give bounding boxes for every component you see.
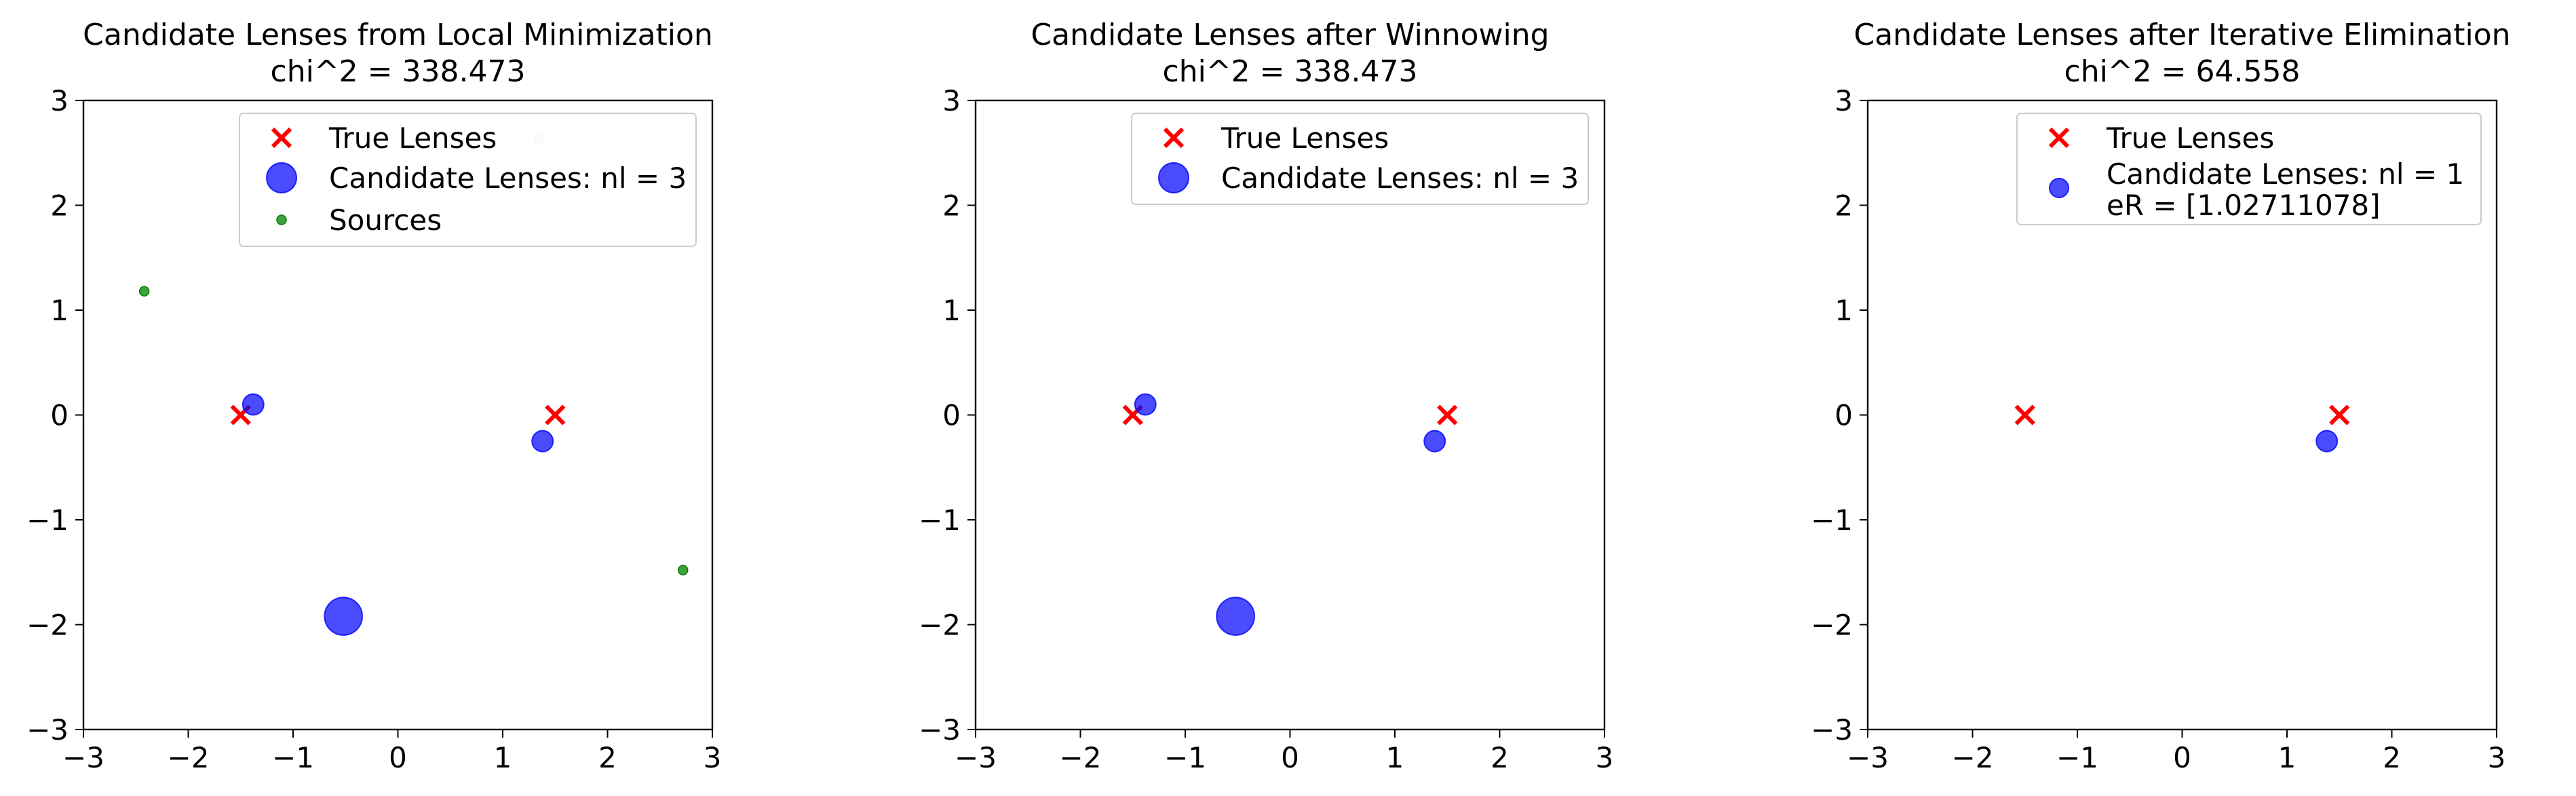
- chart-title: Candidate Lenses from Local Minimization: [83, 18, 713, 52]
- true-lens-marker-stroke-b: [2014, 404, 2035, 425]
- y-tick-label: 3: [942, 84, 961, 117]
- plot-panel-1: Candidate Lenses from Local Minimization…: [26, 18, 721, 774]
- candidate-lens-marker: [2315, 430, 2339, 453]
- chart-title: Candidate Lenses after Winnowing: [1031, 18, 1549, 52]
- x-tick-label: 3: [704, 741, 722, 774]
- true-lens-marker-stroke-b: [1437, 404, 1458, 425]
- true-lens-marker-stroke-b: [545, 404, 566, 425]
- legend-label: Candidate Lenses: nl = 3: [329, 162, 687, 195]
- x-tick-label: −2: [1952, 741, 1994, 774]
- true-lens-marker-stroke-b: [2329, 404, 2350, 425]
- legend-label: True Lenses: [1220, 121, 1389, 155]
- true-lens-marker: [545, 404, 566, 425]
- x-tick-label: −1: [2056, 741, 2098, 774]
- y-tick-label: −1: [919, 504, 961, 537]
- x-tick-label: −3: [62, 741, 104, 774]
- legend-marker-stroke-b: [1163, 127, 1185, 149]
- x-tick-label: 3: [2488, 741, 2506, 774]
- candidate-lens-marker: [242, 393, 265, 416]
- chart-subtitle: chi^2 = 338.473: [271, 54, 526, 89]
- x-tick-label: −2: [1060, 741, 1102, 774]
- y-tick-label: 0: [1834, 399, 1853, 432]
- x-tick-label: −2: [168, 741, 210, 774]
- chart-title: Candidate Lenses after Iterative Elimina…: [1854, 18, 2511, 52]
- candidate-lens-marker: [1216, 596, 1255, 636]
- legend-box: [239, 113, 697, 247]
- true-lens-marker: [2014, 404, 2035, 425]
- x-tick-label: 1: [494, 741, 512, 774]
- y-tick-label: −2: [919, 609, 961, 642]
- x-tick-label: 0: [389, 741, 407, 774]
- legend-marker: [2048, 127, 2070, 149]
- candidate-lens-marker: [531, 430, 554, 453]
- candidate-lens-marker: [1423, 430, 1446, 453]
- chart-subtitle: chi^2 = 338.473: [1163, 54, 1418, 89]
- y-tick-label: −3: [26, 713, 69, 746]
- y-tick-label: 1: [942, 294, 961, 327]
- x-tick-label: −1: [1164, 741, 1206, 774]
- candidate-lens-marker: [324, 596, 363, 636]
- y-tick-label: 2: [942, 189, 961, 223]
- x-tick-label: −1: [272, 741, 314, 774]
- y-tick-label: 3: [50, 84, 69, 117]
- x-tick-label: 2: [2383, 741, 2401, 774]
- y-tick-label: 1: [1834, 294, 1853, 327]
- y-tick-label: −3: [919, 713, 961, 746]
- y-tick-label: −2: [26, 609, 69, 642]
- x-tick-label: 2: [598, 741, 617, 774]
- y-tick-label: 3: [1834, 84, 1853, 117]
- legend-marker: [2049, 178, 2069, 198]
- legend-box: [2016, 113, 2482, 225]
- y-tick-label: −2: [1811, 609, 1853, 642]
- y-tick-label: −1: [1811, 504, 1853, 537]
- true-lens-marker: [2329, 404, 2350, 425]
- y-tick-label: 2: [50, 189, 69, 223]
- legend-label-line2: eR = [1.02711078]: [2107, 189, 2381, 222]
- true-lens-marker: [1437, 404, 1458, 425]
- x-tick-label: 0: [1281, 741, 1299, 774]
- legend-marker: [271, 127, 292, 149]
- x-tick-label: −3: [1847, 741, 1889, 774]
- x-tick-label: 3: [1596, 741, 1614, 774]
- y-tick-label: 2: [1834, 189, 1853, 223]
- x-tick-label: 2: [1491, 741, 1509, 774]
- legend-marker-stroke-b: [271, 127, 292, 149]
- legend-marker: [1163, 127, 1185, 149]
- y-tick-label: −3: [1811, 713, 1853, 746]
- y-tick-label: 0: [50, 399, 69, 432]
- x-tick-label: 1: [1386, 741, 1404, 774]
- legend-label: Candidate Lenses: nl = 1: [2107, 157, 2464, 191]
- legend-marker: [276, 214, 287, 225]
- legend-marker-stroke-b: [2048, 127, 2070, 149]
- legend-label: True Lenses: [2106, 121, 2274, 155]
- x-tick-label: 0: [2173, 741, 2191, 774]
- source-marker: [138, 286, 150, 297]
- legend-label: Sources: [329, 204, 442, 237]
- legend-box: [1131, 113, 1589, 205]
- x-tick-label: 1: [2278, 741, 2296, 774]
- plot-panel-3: Candidate Lenses after Iterative Elimina…: [1811, 18, 2510, 774]
- y-tick-label: −1: [26, 504, 69, 537]
- legend-label: Candidate Lenses: nl = 3: [1221, 162, 1579, 195]
- legend-label: True Lenses: [328, 121, 497, 155]
- source-marker: [677, 565, 689, 575]
- legend-marker: [266, 162, 297, 193]
- candidate-lens-marker: [1134, 393, 1157, 416]
- y-tick-label: 0: [942, 399, 961, 432]
- x-tick-label: −3: [955, 741, 997, 774]
- chart-subtitle: chi^2 = 64.558: [2064, 54, 2301, 89]
- y-tick-label: 1: [50, 294, 69, 327]
- legend-marker: [1158, 162, 1189, 193]
